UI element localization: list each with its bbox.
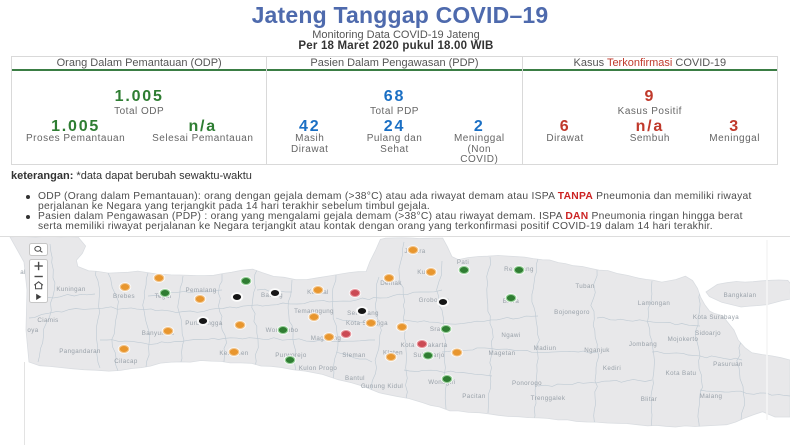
svg-text:Kota Batu: Kota Batu [666,370,697,377]
svg-text:Bangkalan: Bangkalan [724,292,757,299]
svg-text:Ngawi: Ngawi [501,332,520,339]
svg-text:Sidoarjo: Sidoarjo [695,330,721,337]
svg-text:Ciamis: Ciamis [37,317,58,324]
svg-text:Madiun: Madiun [534,345,557,352]
svg-text:Kulon Progo: Kulon Progo [299,365,338,372]
svg-text:Kota Surabaya: Kota Surabaya [693,314,739,321]
svg-text:Gunung Kidul: Gunung Kidul [361,383,403,390]
svg-text:Malang: Malang [700,393,723,400]
svg-text:Blitar: Blitar [641,396,658,403]
svg-text:al: al [20,269,26,276]
svg-text:Temanggung: Temanggung [294,308,334,315]
svg-text:Jombang: Jombang [629,341,657,348]
svg-text:oya: oya [27,327,38,334]
svg-text:Trenggalek: Trenggalek [531,395,566,402]
svg-text:Banyumas: Banyumas [142,330,174,337]
svg-text:Mojokerto: Mojokerto [668,336,699,343]
svg-text:Bantul: Bantul [345,375,365,382]
svg-text:Bojonegoro: Bojonegoro [554,309,590,316]
svg-text:Lamongan: Lamongan [638,300,671,307]
svg-text:Sleman: Sleman [342,352,366,359]
svg-text:Tuban: Tuban [575,283,594,290]
svg-text:Magetan: Magetan [489,350,516,357]
svg-text:Demak: Demak [380,280,402,287]
svg-text:Pacitan: Pacitan [462,393,486,400]
svg-text:Pemalang: Pemalang [185,287,216,294]
svg-text:Pangandaran: Pangandaran [59,348,101,355]
svg-text:Kuningan: Kuningan [56,286,86,293]
svg-text:Cilacap: Cilacap [114,358,138,365]
svg-text:Grobogan: Grobogan [419,297,450,304]
svg-text:Brebes: Brebes [113,293,135,300]
svg-text:Wonogiri: Wonogiri [428,379,456,386]
svg-text:Ponorogo: Ponorogo [512,380,542,387]
svg-text:Pati: Pati [457,259,469,266]
svg-text:Pasuruan: Pasuruan [713,361,743,368]
svg-text:Nganjuk: Nganjuk [584,347,610,354]
svg-text:Kediri: Kediri [603,365,621,372]
